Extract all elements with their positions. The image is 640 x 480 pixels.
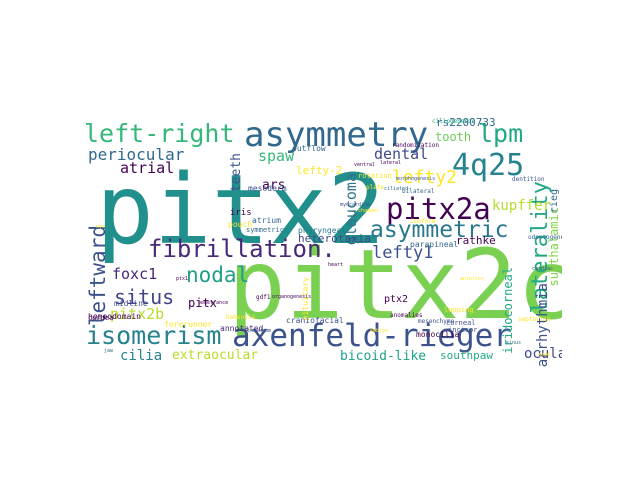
- word-ciliated: ciliated: [384, 186, 409, 192]
- word-periocular: periocular: [88, 145, 185, 164]
- word-symmetric: symmetric: [246, 226, 284, 234]
- word-rs2200733: rs2200733: [436, 117, 496, 129]
- word-ciliogenesis: ciliogenesis: [432, 118, 476, 125]
- word-rathke: rathke: [456, 234, 496, 247]
- word-odontogenesis: odontogenesis: [528, 234, 562, 241]
- word-asymmetry: asymmetry: [244, 117, 429, 155]
- word-annotated: annotated: [220, 324, 264, 333]
- word-dentition: dentition: [512, 176, 545, 183]
- word-heterotaxia: heterotaxia: [298, 232, 371, 245]
- word-pitx2a: pitx2a: [386, 192, 491, 226]
- word-bilateral: bilateral: [402, 188, 435, 195]
- word-pharyngeal: pharyngeal: [298, 226, 347, 235]
- word-lefty2: lefty2: [392, 167, 458, 188]
- word-randomization: randomization: [392, 142, 439, 149]
- word-forerunner: forerunner: [164, 320, 213, 329]
- word-craniofacial: craniofacial: [286, 316, 344, 325]
- word-monocilia: monocilia: [416, 330, 460, 339]
- word-ptx2: ptx2: [384, 294, 409, 305]
- word-ars: ars: [262, 178, 286, 193]
- word-subthalamic: subthalamic: [547, 207, 561, 287]
- word-plate: plate: [366, 184, 385, 191]
- word-bicoid-like: bicoid-like: [340, 349, 427, 364]
- word-foxc1: foxc1: [112, 265, 158, 283]
- word-axenfeld-rieger: axenfeld-rieger: [232, 318, 512, 354]
- word-lateral: lateral: [380, 160, 402, 166]
- word-incisor: incisor: [448, 326, 478, 334]
- word-dental: dental: [374, 145, 429, 163]
- word-kupffer: kupffer: [492, 198, 552, 214]
- word-habenula: habenula: [226, 314, 255, 321]
- word-fibrillation: fibrillation.: [148, 235, 336, 263]
- word-leftward: leftward: [86, 225, 110, 327]
- word-nodal: nodal: [186, 263, 250, 287]
- word-ptx1: ptx1: [176, 276, 189, 282]
- word-sinus: sinus: [506, 340, 522, 346]
- word-organogenesis: organogenesis: [272, 294, 312, 300]
- word-eye: eye: [96, 224, 106, 230]
- word-cardiac: cardiac: [532, 266, 554, 272]
- word-atrial: atrial: [120, 159, 175, 177]
- word-mesenchyme: mesenchyme: [418, 318, 455, 325]
- word-myocardium: myocardium: [340, 202, 371, 208]
- word-rotation: rotation: [358, 172, 392, 180]
- word-extraocular: extraocular: [172, 348, 259, 363]
- word-isomerism: isomerism: [86, 321, 222, 350]
- word-pitx2c: pitx2c: [228, 229, 562, 341]
- word-4q25: 4q25: [452, 148, 525, 183]
- word-outflow: outflow: [292, 144, 326, 153]
- word-tooth: tooth: [435, 130, 472, 144]
- word-morphogenesis: morphogenesis: [396, 176, 436, 182]
- word-pitx: pitx: [188, 296, 217, 310]
- word-cilia: cilia: [120, 348, 163, 364]
- word-embryo: embryo: [370, 328, 389, 334]
- word-node: node: [538, 352, 551, 358]
- word-cloud: pitx2 pitx2c asymmetry axenfeld-rieger l…: [80, 117, 562, 367]
- word-situs: situs: [114, 285, 175, 309]
- word-cornea: cornea: [88, 314, 114, 322]
- word-corneal: corneal: [446, 319, 476, 327]
- word-chamber: chamber: [358, 208, 380, 214]
- word-iris: iris: [230, 208, 252, 218]
- word-rieg: rieg: [549, 189, 560, 214]
- word-looping: looping: [444, 306, 474, 314]
- word-mesoderm: mesoderm: [248, 184, 287, 193]
- word-pitx2b: pitx2b: [110, 305, 165, 323]
- word-stomodeum: stomodeum: [244, 328, 272, 334]
- word-penetrance: penetrance: [198, 300, 229, 306]
- word-parapineal: parapineal: [410, 240, 459, 249]
- word-teeth: teeth: [229, 153, 244, 193]
- word-lpm: lpm: [478, 119, 524, 148]
- word-isoform: isoform: [410, 218, 436, 225]
- word-ventral: ventral: [354, 162, 376, 168]
- word-homeodomain: homeodomain: [88, 312, 141, 321]
- word-lefty1: lefty1: [372, 243, 434, 263]
- word-septation: septation: [518, 316, 551, 323]
- word-anterior: anterior: [460, 276, 485, 282]
- word-gdf1: gdf1: [256, 294, 271, 301]
- word-lefty-2: lefty-2: [296, 164, 343, 177]
- word-pitx2: pitx2: [96, 154, 385, 266]
- word-southpaw: southpaw: [440, 349, 493, 362]
- word-ocular: ocular: [524, 346, 562, 362]
- word-spaw: spaw: [258, 147, 295, 165]
- word-midline: midline: [114, 299, 148, 308]
- word-anomalies: anomalies: [390, 312, 423, 319]
- word-heart: heart: [328, 262, 344, 268]
- word-pouch: pouch: [228, 220, 253, 229]
- word-left-right: left-right: [84, 119, 235, 148]
- word-atrium: atrium: [252, 216, 281, 225]
- word-asymmetric: asymmetric: [370, 217, 509, 243]
- word-jaw: jaw: [104, 348, 114, 354]
